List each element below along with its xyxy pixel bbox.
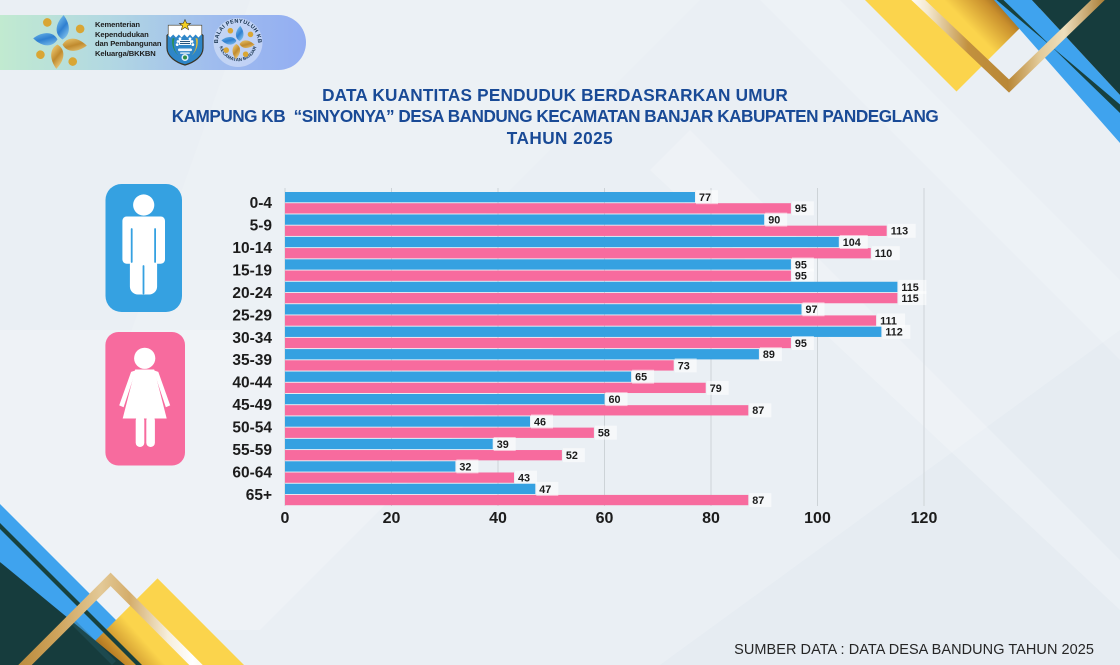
svg-text:95: 95: [795, 203, 807, 215]
svg-text:15-19: 15-19: [232, 262, 272, 279]
svg-text:46: 46: [534, 416, 546, 428]
svg-text:47: 47: [539, 484, 551, 496]
svg-text:50-54: 50-54: [232, 420, 272, 437]
svg-text:77: 77: [699, 192, 711, 204]
svg-text:110: 110: [875, 248, 892, 260]
svg-text:65: 65: [635, 372, 647, 384]
svg-text:115: 115: [901, 293, 918, 305]
svg-text:95: 95: [795, 271, 807, 283]
svg-text:45-49: 45-49: [232, 397, 272, 414]
svg-text:30-34: 30-34: [232, 330, 272, 347]
svg-text:112: 112: [885, 327, 902, 339]
svg-text:111: 111: [880, 315, 897, 327]
svg-text:60: 60: [609, 394, 621, 406]
svg-text:52: 52: [566, 450, 578, 462]
svg-text:20-24: 20-24: [232, 285, 272, 302]
svg-text:113: 113: [891, 226, 908, 238]
svg-text:104: 104: [843, 237, 861, 249]
svg-text:89: 89: [763, 349, 775, 361]
svg-text:10-14: 10-14: [232, 240, 272, 257]
svg-text:120: 120: [911, 510, 938, 527]
svg-text:87: 87: [752, 495, 764, 507]
svg-text:79: 79: [710, 383, 722, 395]
svg-text:60-64: 60-64: [232, 464, 272, 481]
svg-text:90: 90: [768, 215, 780, 227]
svg-text:40-44: 40-44: [232, 375, 272, 392]
svg-text:65+: 65+: [246, 487, 272, 504]
svg-text:97: 97: [806, 304, 818, 316]
svg-text:0-4: 0-4: [250, 195, 273, 212]
svg-text:95: 95: [795, 259, 807, 271]
svg-text:87: 87: [752, 405, 764, 417]
svg-text:39: 39: [497, 439, 509, 451]
svg-text:80: 80: [702, 510, 720, 527]
svg-text:40: 40: [489, 510, 507, 527]
svg-text:32: 32: [459, 461, 471, 473]
svg-text:55-59: 55-59: [232, 442, 272, 459]
svg-text:115: 115: [901, 282, 918, 294]
svg-text:60: 60: [596, 510, 614, 527]
svg-text:0: 0: [281, 510, 290, 527]
svg-text:43: 43: [518, 473, 530, 485]
svg-text:20: 20: [383, 510, 401, 527]
svg-text:35-39: 35-39: [232, 352, 272, 369]
svg-text:58: 58: [598, 428, 610, 440]
svg-text:5-9: 5-9: [250, 218, 273, 235]
svg-text:73: 73: [678, 360, 690, 372]
svg-text:95: 95: [795, 338, 807, 350]
svg-text:100: 100: [804, 510, 831, 527]
svg-text:25-29: 25-29: [232, 307, 272, 324]
